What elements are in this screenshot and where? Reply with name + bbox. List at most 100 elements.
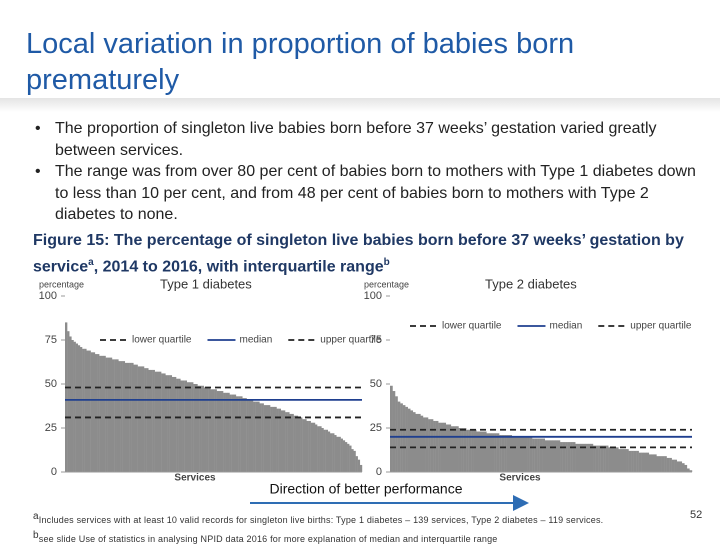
bar <box>646 452 650 472</box>
bar <box>359 464 363 472</box>
bar <box>203 387 207 472</box>
bar <box>112 359 115 472</box>
legend-label: lower quartile <box>442 321 502 332</box>
bar <box>77 345 81 472</box>
bar <box>468 429 472 472</box>
y-tick-label: 50 <box>45 378 57 390</box>
bar <box>220 391 224 472</box>
y-tick-label: 75 <box>370 334 382 346</box>
bar <box>131 362 134 472</box>
bar <box>338 436 341 472</box>
x-axis-label: Services <box>174 473 216 484</box>
bar <box>603 445 606 472</box>
bar <box>291 413 294 472</box>
bar <box>620 449 624 472</box>
bar <box>483 431 487 472</box>
bar <box>686 468 690 472</box>
bar <box>473 429 477 472</box>
header-band <box>0 98 720 112</box>
bar <box>539 438 543 472</box>
bar <box>567 442 571 472</box>
bar <box>679 461 683 472</box>
bar <box>163 373 166 472</box>
legend-label: median <box>549 321 582 332</box>
bar <box>669 457 672 472</box>
bar <box>570 442 573 472</box>
bar <box>302 419 305 472</box>
bar <box>161 373 164 472</box>
bar <box>554 440 558 472</box>
bar <box>216 391 220 472</box>
bar <box>148 369 151 472</box>
bar <box>613 447 617 472</box>
bar <box>595 445 599 472</box>
bullet-list: The proportion of singleton live babies … <box>28 118 698 226</box>
bar <box>407 408 411 472</box>
bar <box>327 431 331 472</box>
bar <box>610 447 614 472</box>
bar <box>664 456 667 472</box>
bar <box>156 371 160 472</box>
y-tick-label: 0 <box>376 466 382 478</box>
bar <box>681 463 685 472</box>
bar <box>417 413 421 472</box>
bar <box>590 443 594 472</box>
footnote-marker: b <box>33 530 39 541</box>
bar <box>466 429 469 472</box>
bar <box>661 456 665 472</box>
bar <box>325 429 329 472</box>
bar <box>199 385 202 472</box>
bar <box>116 359 119 472</box>
bar <box>274 406 277 472</box>
bar <box>323 429 326 472</box>
bar <box>255 401 258 472</box>
bar <box>276 408 279 472</box>
bar <box>659 456 662 472</box>
bar <box>191 382 194 472</box>
bar <box>633 450 637 472</box>
bar <box>193 384 196 472</box>
bar <box>94 354 98 472</box>
bar <box>154 371 158 472</box>
bar <box>626 449 629 472</box>
bar <box>144 368 147 472</box>
bar <box>636 450 639 472</box>
bar <box>344 442 348 472</box>
bar <box>598 445 601 472</box>
bar <box>402 405 406 472</box>
bar <box>231 394 234 472</box>
bar <box>90 352 93 472</box>
bar <box>458 428 462 472</box>
bar <box>405 406 408 472</box>
bar <box>494 433 497 472</box>
y-tick-label: 0 <box>51 466 57 478</box>
bar <box>176 378 179 472</box>
bar <box>478 431 482 472</box>
bar <box>208 387 211 472</box>
bar <box>463 428 467 472</box>
bar <box>306 420 309 472</box>
bar <box>532 438 535 472</box>
bar <box>577 443 581 472</box>
bar <box>114 359 117 472</box>
direction-label: Direction of better performance <box>270 481 463 497</box>
bar <box>631 450 634 472</box>
slide-title: Local variation in proportion of babies … <box>26 28 575 96</box>
bar <box>544 440 548 472</box>
bar <box>310 422 314 472</box>
bar <box>300 417 303 472</box>
bar <box>86 350 89 472</box>
bar <box>139 366 143 472</box>
bar <box>430 419 434 472</box>
bar <box>250 399 254 472</box>
bar <box>562 442 566 472</box>
bar <box>246 399 249 472</box>
bar <box>285 412 288 472</box>
bar <box>565 442 568 472</box>
bar <box>169 375 173 472</box>
bar <box>223 392 226 472</box>
bar <box>218 391 222 472</box>
bar <box>524 436 528 472</box>
bar <box>69 336 72 472</box>
bar <box>71 340 74 472</box>
